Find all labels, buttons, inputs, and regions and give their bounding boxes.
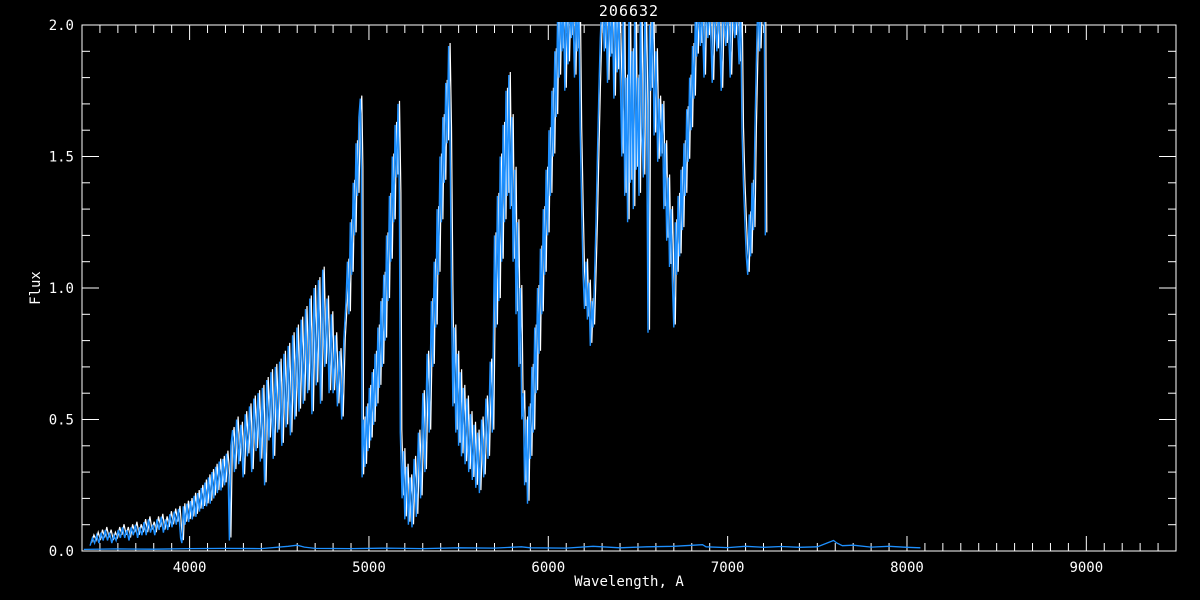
- x-tick-label: 4000: [173, 560, 207, 576]
- chart-title: 206632: [599, 2, 659, 20]
- baseline-spectrum: [83, 539, 921, 551]
- data-series: [83, 22, 921, 551]
- y-tick-label: 1.0: [49, 281, 74, 297]
- stellar-spectrum: [89, 22, 766, 546]
- y-axis-label: Flux: [28, 271, 44, 305]
- y-tick-label: 1.5: [49, 150, 74, 166]
- stellar-spectrum-underlay: [91, 22, 768, 543]
- x-axis-label: Wavelength, A: [574, 574, 684, 590]
- x-tick-label: 8000: [890, 560, 924, 576]
- x-tick-label: 9000: [1069, 560, 1103, 576]
- x-tick-label: 5000: [352, 560, 386, 576]
- x-tick-label: 7000: [711, 560, 745, 576]
- x-tick-label: 6000: [531, 560, 565, 576]
- y-tick-label: 0.5: [49, 413, 74, 429]
- axis-tick-labels: 4000 5000 6000 7000 8000 9000 0.0 0.5 1.0 1.5 2.0: [49, 18, 1103, 576]
- axis-ticks: [82, 24, 1176, 552]
- y-tick-label: 2.0: [49, 18, 74, 34]
- y-tick-label: 0.0: [49, 544, 74, 560]
